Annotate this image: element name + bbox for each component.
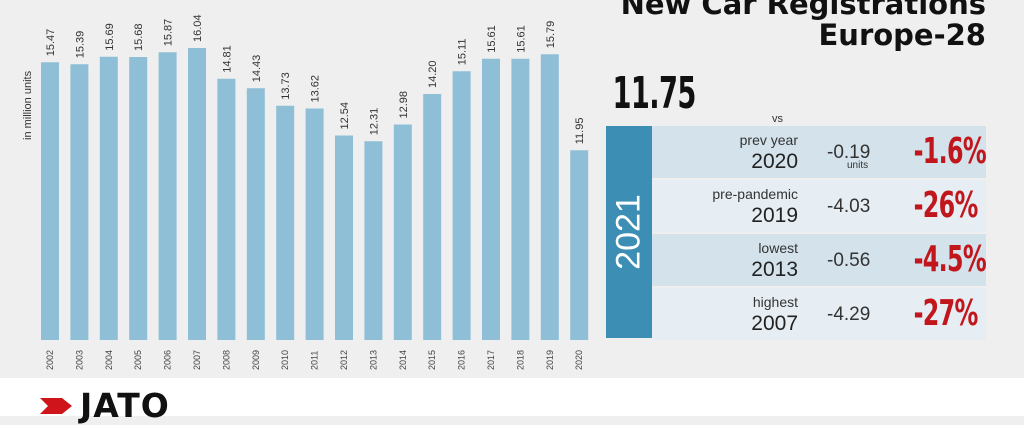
bar-2010 [276,105,295,340]
bar-2004 [99,56,118,340]
comparison-year: 2013 [751,258,798,281]
jato-logo: JATO [80,386,170,425]
x-tick-2005: 2005 [133,350,143,370]
vs-label: vs [772,113,783,125]
comparison-percent: -27% [913,293,979,334]
bar-2011 [305,108,324,340]
bar-2014 [393,124,412,340]
x-tick-2004: 2004 [104,350,114,370]
y-axis-label: in million units [22,70,34,140]
comparison-diff: -4.29 [827,304,871,325]
comparison-label: highest [752,294,798,310]
x-tick-2018: 2018 [515,350,525,370]
bar-2005 [129,57,148,340]
data-label-2013: 12.31 [368,108,380,136]
highlight-year-column: 2021 [606,126,652,338]
bar-2015 [423,94,442,340]
comparison-row-lowest: lowest 2013 -0.56 -4.5% [652,234,987,286]
bar-2009 [246,88,265,340]
chart-title-line1: New Car Registrations [620,0,986,21]
data-label-2017: 15.61 [486,25,498,53]
comparison-year: 2020 [751,150,798,173]
x-tick-2020: 2020 [574,350,584,370]
comparison-label: prev year [739,132,798,148]
x-tick-2003: 2003 [74,350,84,370]
data-label-2007: 16.04 [192,14,204,42]
x-tick-2007: 2007 [192,350,202,370]
comparison-percent: -1.6% [913,131,987,172]
bar-2002 [41,62,59,340]
bar-2013 [364,141,383,340]
bar-2019 [540,54,559,340]
bar-2008 [217,78,236,340]
comparison-year: 2019 [751,204,798,227]
x-tick-2012: 2012 [339,350,349,370]
comparison-diff: -0.19 [827,142,871,163]
data-label-2002: 15.47 [45,29,57,57]
comparison-label: pre-pandemic [712,186,798,202]
data-label-2008: 14.81 [221,45,233,73]
x-tick-2009: 2009 [251,350,261,370]
comparison-percent: -26% [913,185,979,226]
comparison-row-prev-year: prev year 2020 -0.19 units -1.6% [652,126,987,178]
bar-2012 [335,135,353,340]
x-tick-2017: 2017 [486,350,496,370]
x-tick-2013: 2013 [368,350,378,370]
bar-2017 [482,58,500,340]
data-label-2015: 14.20 [427,60,439,88]
comparison-diff: -4.03 [827,196,871,217]
data-label-2019: 15.79 [545,21,557,49]
footer [0,378,1024,416]
comparison-year: 2007 [751,312,798,335]
comparison-row-pre-pandemic: pre-pandemic 2019 -4.03 -26% [652,180,986,232]
data-label-2010: 13.73 [280,72,292,100]
x-tick-2014: 2014 [398,350,408,370]
x-tick-2011: 2011 [310,351,320,370]
x-tick-2019: 2019 [545,350,555,370]
bar-chart: 15.47 2002 15.39 2003 15.69 2004 15.68 2005 15.8… [41,14,589,370]
data-label-2006: 15.87 [163,19,175,47]
bar-2007 [188,48,206,340]
data-label-2012: 12.54 [339,102,351,130]
x-tick-2015: 2015 [427,350,437,370]
x-tick-2008: 2008 [221,350,231,370]
highlight-year-label: 2021 [609,194,648,270]
x-tick-2010: 2010 [280,350,290,370]
data-label-2020: 11.95 [574,118,586,145]
data-label-2009: 14.43 [251,55,263,83]
data-label-2011: 13.62 [310,75,322,103]
bar-2020 [570,150,589,340]
x-tick-2016: 2016 [457,350,467,370]
chart-title-line2: Europe-28 [818,18,986,52]
bar-2018 [511,58,530,340]
bar-2003 [70,64,89,340]
x-tick-2006: 2006 [163,350,173,370]
data-label-2014: 12.98 [398,91,410,119]
x-tick-2002: 2002 [45,350,55,370]
highlight-value: 11.75 [612,68,697,119]
comparison-row-highest: highest 2007 -4.29 -27% [652,288,986,340]
comparison-percent: -4.5% [913,239,987,280]
bar-2006 [158,52,177,340]
bar-2016 [452,71,471,340]
data-label-2016: 15.11 [457,39,469,66]
data-label-2005: 15.68 [133,23,145,51]
comparison-label: lowest [758,240,798,256]
comparison-diff: -0.56 [827,250,871,271]
jato-logo-icon [40,398,72,414]
units-label: units [847,160,869,171]
data-label-2003: 15.39 [74,31,86,59]
data-label-2018: 15.61 [515,25,527,53]
data-label-2004: 15.69 [104,23,116,51]
